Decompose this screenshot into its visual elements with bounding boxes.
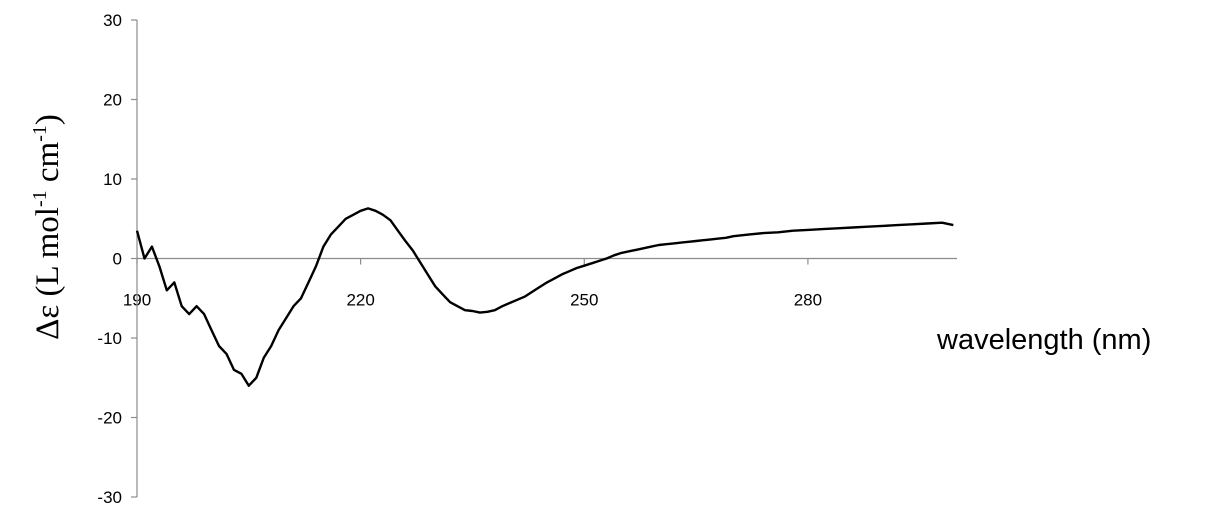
y-tick-label: 10 <box>103 170 122 189</box>
y-tick-label: -30 <box>97 488 122 507</box>
y-tick-label: 0 <box>113 250 122 269</box>
x-axis-title: wavelength (nm) <box>936 324 1151 356</box>
y-axis-ticks: -30 -20 -10 0 10 20 30 <box>97 11 137 507</box>
y-axis-title: Δε (L mol-1 cm-1) <box>29 114 66 340</box>
x-tick-label: 220 <box>346 291 374 310</box>
y-tick-label: 30 <box>103 11 122 30</box>
x-tick-label: 250 <box>570 291 598 310</box>
y-tick-label: -20 <box>97 409 122 428</box>
y-tick-label: 20 <box>103 91 122 110</box>
cd-spectrum-line <box>135 207 954 387</box>
y-tick-label: -10 <box>97 329 122 348</box>
x-axis-ticks: 190 220 250 280 <box>123 258 822 310</box>
x-tick-label: 280 <box>794 291 822 310</box>
